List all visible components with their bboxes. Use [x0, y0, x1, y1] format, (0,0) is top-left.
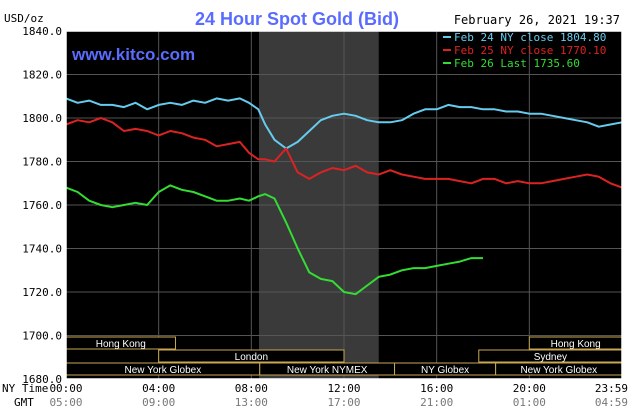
y-tick-label-1: 1820.0 [22, 69, 62, 82]
y-tick-label-4: 1760.0 [22, 199, 62, 212]
gmt-row-label: GMT [14, 396, 34, 409]
session-label-3: New York NYMEX [287, 365, 368, 376]
series-line-2 [65, 184, 483, 296]
legend-label-1: Feb 25 NY close 1770.10 [454, 44, 606, 57]
session-box-1 [158, 349, 345, 363]
x-tick-ny-5: 20:00 [513, 382, 546, 395]
session-label-4: NY Globex [421, 365, 469, 376]
series-line-1 [65, 117, 623, 189]
chart-title: 24 Hour Spot Gold (Bid) [195, 9, 399, 29]
x-tick-ny-1: 04:00 [142, 382, 175, 395]
y-tick-label-7: 1700.0 [22, 330, 62, 343]
x-tick-gmt-2: 13:00 [235, 396, 268, 409]
chart-datetime: February 26, 2021 19:37 [454, 13, 620, 27]
x-tick-ny-6: 23:59 [595, 382, 628, 395]
x-tick-gmt-5: 01:00 [513, 396, 546, 409]
plot-border [65, 30, 623, 380]
session-label-7: New York Globex [520, 365, 597, 376]
x-tick-ny-4: 16:00 [420, 382, 453, 395]
x-tick-gmt-1: 09:00 [142, 396, 175, 409]
series-line-0 [65, 97, 623, 150]
legend-label-0: Feb 24 NY close 1804.80 [454, 31, 606, 44]
session-label-2: New York Globex [125, 365, 202, 376]
x-tick-gmt-6: 04:59 [595, 396, 628, 409]
nytime-row-label: NY Time [2, 382, 48, 395]
y-axis-unit: USD/oz [4, 12, 44, 25]
session-label-5: Hong Kong [551, 339, 601, 350]
x-tick-ny-2: 08:00 [235, 382, 268, 395]
x-tick-ny-0: 00:00 [49, 382, 82, 395]
x-tick-ny-3: 12:00 [327, 382, 360, 395]
y-tick-label-3: 1780.0 [22, 156, 62, 169]
watermark: www.kitco.com [71, 45, 195, 64]
market-session-bars: Hong Kong London New York Globex New York N… [65, 336, 623, 376]
series-lines [65, 97, 623, 296]
y-axis: 1840.0 1820.0 1800.0 1780.0 1760.0 1740.0 1720… [22, 25, 62, 386]
y-tick-label-8: 1680.0 [22, 373, 62, 386]
x-tick-gmt-0: 05:00 [49, 396, 82, 409]
session-label-0: Hong Kong [96, 339, 146, 350]
session-label-1: London [235, 352, 268, 363]
y-tick-label-2: 1800.0 [22, 112, 62, 125]
y-tick-label-5: 1740.0 [22, 243, 62, 256]
y-tick-label-6: 1720.0 [22, 286, 62, 299]
y-tick-label-0: 1840.0 [22, 25, 62, 38]
x-tick-gmt-4: 21:00 [420, 396, 453, 409]
session-label-6: Sydney [534, 352, 567, 363]
x-tick-gmt-3: 17:00 [327, 396, 360, 409]
legend-label-2: Feb 26 Last 1735.60 [454, 57, 580, 70]
